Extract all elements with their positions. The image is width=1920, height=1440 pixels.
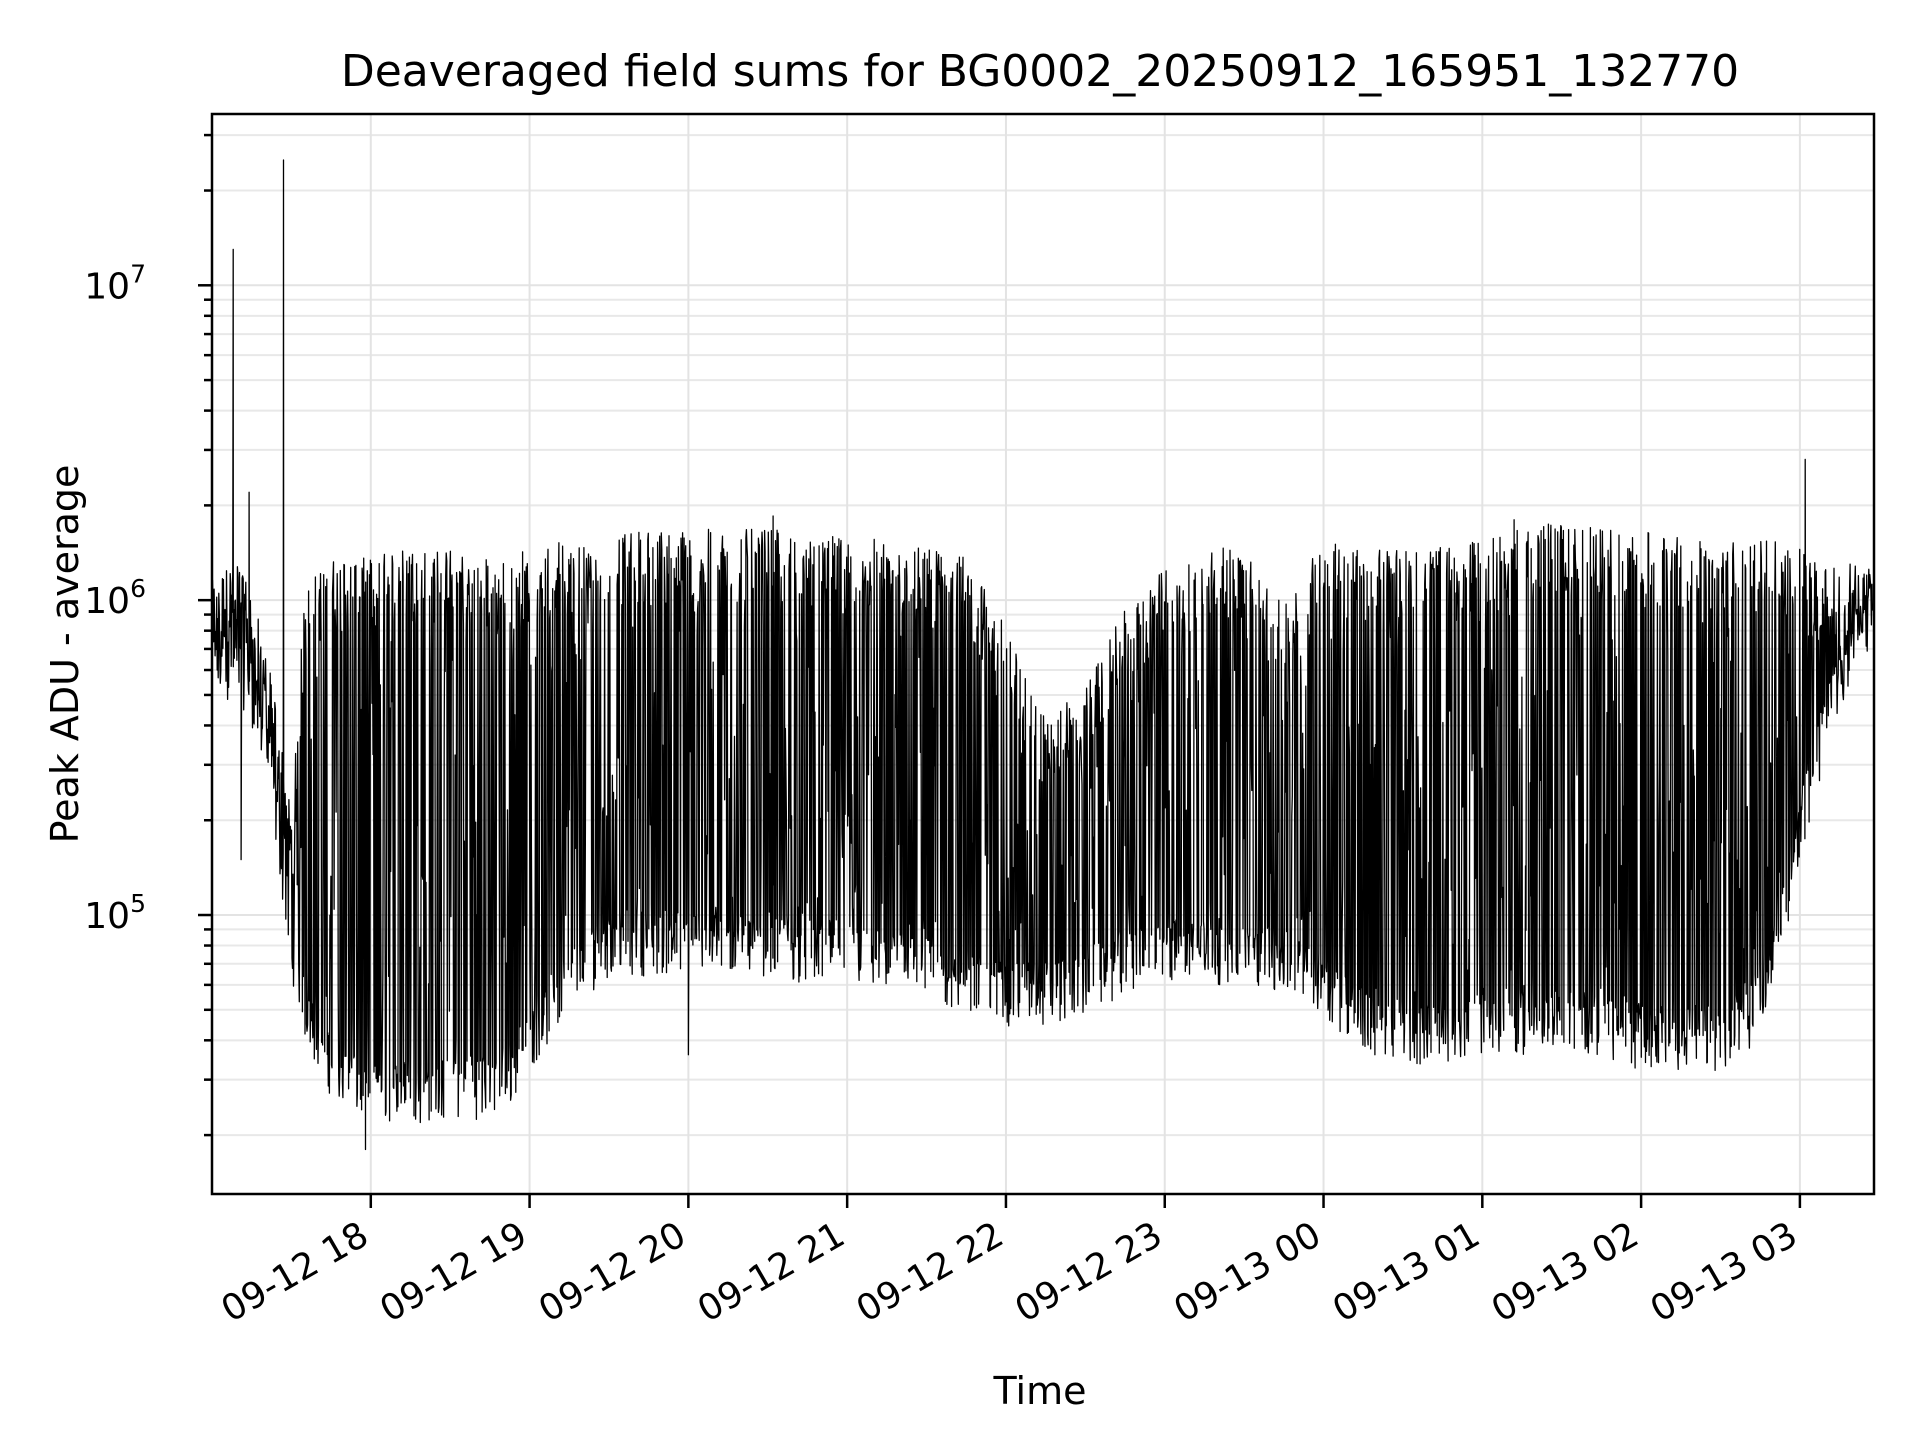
y-axis: 105 106 107 bbox=[84, 133, 212, 1137]
x-tick-label: 09-13 02 bbox=[1485, 1214, 1646, 1330]
y-tick-label: 107 bbox=[84, 259, 146, 307]
plot-frame bbox=[210, 112, 1876, 1196]
x-tick-label: 09-12 21 bbox=[691, 1214, 852, 1330]
x-tick-label: 09-12 22 bbox=[850, 1214, 1011, 1330]
x-tick-label: 09-13 03 bbox=[1644, 1214, 1805, 1330]
y-tick-label: 105 bbox=[84, 889, 146, 937]
x-tick-label: 09-12 18 bbox=[215, 1214, 376, 1330]
x-axis-label: Time bbox=[993, 1369, 1087, 1413]
x-tick-label: 09-13 00 bbox=[1167, 1214, 1328, 1330]
series-line bbox=[211, 159, 1875, 1151]
x-tick-label: 09-12 20 bbox=[532, 1214, 693, 1330]
y-tick-label: 106 bbox=[84, 574, 146, 622]
x-tick-label: 09-13 01 bbox=[1326, 1214, 1487, 1330]
y-axis-label: Peak ADU - average bbox=[43, 465, 87, 844]
x-tick-label: 09-12 19 bbox=[373, 1214, 534, 1330]
x-tick-label: 09-12 23 bbox=[1009, 1214, 1170, 1330]
chart-title: Deaveraged field sums for BG0002_2025091… bbox=[341, 46, 1739, 97]
